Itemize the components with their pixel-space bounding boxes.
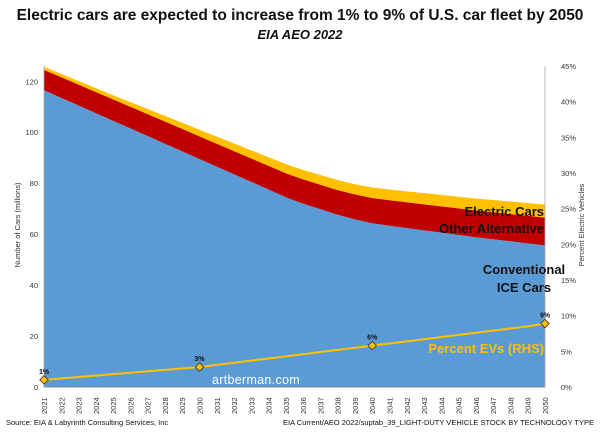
series-label-ice-line2: ICE Cars xyxy=(497,280,551,295)
area-other-alternative xyxy=(44,69,545,246)
percent-evs-line xyxy=(43,322,546,381)
y-axis-left-title: Number of Cars (millions) xyxy=(13,182,22,268)
x-tick-label: 2045 xyxy=(455,397,464,414)
x-tick-label: 2035 xyxy=(282,397,291,414)
y-tick-label-right: 15% xyxy=(561,276,576,285)
x-tick-label: 2036 xyxy=(299,397,308,414)
x-tick-label: 2027 xyxy=(144,397,153,414)
y-tick-label-right: 40% xyxy=(561,98,576,107)
x-tick-label: 2028 xyxy=(161,397,170,414)
source-left: Source: EIA & Labyrinth Consulting Servi… xyxy=(6,418,169,427)
chart-subtitle: EIA AEO 2022 xyxy=(257,27,343,42)
x-tick-label: 2029 xyxy=(178,397,187,414)
x-tick-label: 2050 xyxy=(541,397,550,414)
area-conventional-ice-cars xyxy=(44,90,545,387)
series-label-layer: Electric Cars Other Alternative Conventi… xyxy=(428,204,565,356)
series-label-percent-evs: Percent EVs (RHS) xyxy=(428,341,544,356)
y-tick-label-left: 40 xyxy=(30,281,38,290)
x-tick-label: 2034 xyxy=(265,397,274,414)
percent-marker xyxy=(540,318,550,329)
y-tick-label-right: 45% xyxy=(561,62,576,71)
y-tick-label-left: 20 xyxy=(30,332,38,341)
y-tick-label-left: 0 xyxy=(34,383,38,392)
x-tick-label: 2040 xyxy=(368,397,377,414)
x-tick-label: 2031 xyxy=(213,397,222,414)
x-tick-label: 2024 xyxy=(92,397,101,414)
x-tick-label: 2023 xyxy=(75,397,84,414)
x-tick-label: 2033 xyxy=(247,397,256,414)
percent-annotation: 6% xyxy=(367,335,378,342)
x-tick-label: 2039 xyxy=(351,397,360,414)
y-tick-label-left: 100 xyxy=(25,128,38,137)
y-tick-label-right: 35% xyxy=(561,133,576,142)
percent-annotation: 1% xyxy=(39,369,50,376)
axis-layer: 0204060801001200%5%10%15%20%25%30%35%40%… xyxy=(25,62,576,414)
series-label-other-alternative: Other Alternative xyxy=(439,221,544,236)
x-tick-label: 2043 xyxy=(420,397,429,414)
x-tick-label: 2037 xyxy=(316,397,325,414)
y-axis-right-title: Percent Electric Vehicles xyxy=(577,183,586,266)
y-tick-label-right: 25% xyxy=(561,205,576,214)
y-tick-label-left: 120 xyxy=(25,77,38,86)
percent-marker xyxy=(39,375,49,385)
y-tick-label-left: 80 xyxy=(30,179,38,188)
y-tick-label-right: 20% xyxy=(561,240,576,249)
percent-line-layer: 1% 3% 6% 9% xyxy=(39,313,551,385)
x-tick-label: 2048 xyxy=(506,397,515,414)
x-tick-label: 2022 xyxy=(57,397,66,414)
y-tick-label-left: 60 xyxy=(30,230,38,239)
chart-title: Electric cars are expected to increase f… xyxy=(16,7,584,24)
x-tick-label: 2046 xyxy=(472,397,481,414)
percent-annotation: 3% xyxy=(194,356,205,363)
area-electric-cars xyxy=(44,66,545,218)
y-tick-label-right: 5% xyxy=(561,347,572,356)
series-label-electric: Electric Cars xyxy=(465,204,545,219)
x-tick-label: 2021 xyxy=(40,397,49,414)
y-tick-label-right: 30% xyxy=(561,169,576,178)
area-layer xyxy=(44,66,545,387)
x-tick-label: 2049 xyxy=(524,397,533,414)
source-right: EIA Current/AEO 2022/suptab_39_LIGHT-DUT… xyxy=(283,418,594,427)
x-tick-label: 2041 xyxy=(386,397,395,414)
x-tick-label: 2032 xyxy=(230,397,239,414)
series-label-ice-line1: Conventional xyxy=(483,262,565,277)
y-tick-label-right: 10% xyxy=(561,312,576,321)
percent-marker xyxy=(194,362,205,372)
percent-marker xyxy=(367,340,378,351)
x-tick-label: 2026 xyxy=(126,397,135,414)
watermark: artberman.com xyxy=(212,373,300,387)
percent-annotation: 9% xyxy=(540,313,551,320)
x-tick-label: 2047 xyxy=(489,397,498,414)
x-tick-label: 2042 xyxy=(403,397,412,414)
y-tick-label-right: 0% xyxy=(561,383,572,392)
x-tick-label: 2030 xyxy=(195,397,204,414)
x-tick-label: 2038 xyxy=(334,397,343,414)
x-tick-label: 2044 xyxy=(437,397,446,414)
x-tick-label: 2025 xyxy=(109,397,118,414)
